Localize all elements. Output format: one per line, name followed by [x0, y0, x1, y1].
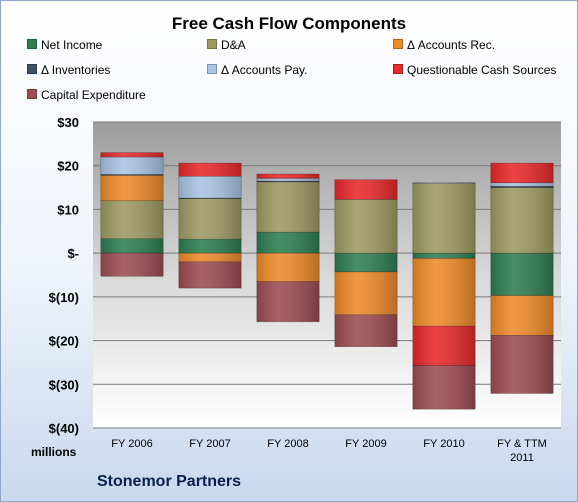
y-tick-label: $(40) [49, 421, 79, 436]
y-tick-label: $30 [57, 115, 79, 130]
legend-swatch [207, 64, 217, 74]
legend-swatch [27, 39, 37, 49]
x-tick-label: FY 2006 [111, 438, 152, 450]
y-tick-label: $(30) [49, 377, 79, 392]
bar-segment-shade [178, 253, 242, 262]
legend-label: Δ Inventories [41, 63, 111, 77]
units-label: millions [31, 445, 77, 459]
bar-segment-shade [256, 181, 320, 182]
y-tick-label: $(20) [49, 334, 79, 349]
bar-segment-shade [490, 186, 554, 188]
legend-item: Δ Inventories [27, 63, 110, 77]
bar-segment-shade [256, 181, 320, 233]
bar-segment-shade [100, 238, 164, 254]
legend-label: Net Income [41, 38, 103, 52]
bar-segment-shade [412, 253, 476, 259]
bar-segment-shade [100, 200, 164, 239]
bar-segment-shade [178, 239, 242, 254]
y-tick-label: $20 [57, 159, 79, 174]
bar-segment-shade [412, 258, 476, 327]
legend-item: Δ Accounts Rec. [393, 38, 495, 52]
bar-segment-shade [490, 335, 554, 394]
bar-segment-shade [412, 326, 476, 366]
x-tick-label: FY 2010 [423, 438, 464, 450]
y-tick-label: $(10) [49, 290, 79, 305]
bar-segment-shade [490, 187, 554, 254]
legend-item: Capital Expenditure [27, 88, 146, 102]
bar-segment-shade [412, 365, 476, 410]
bar-segment-shade [490, 182, 554, 187]
bar-segment-shade [490, 253, 554, 296]
legend-item: Questionable Cash Sources [393, 63, 556, 77]
y-tick-label: $- [67, 246, 79, 261]
legend-label: Δ Accounts Rec. [407, 38, 496, 52]
legend-label: D&A [221, 38, 246, 52]
bar-segment-shade [256, 281, 320, 322]
legend-item: D&A [207, 38, 246, 52]
bar-segment-shade [334, 314, 398, 347]
x-tick-label: FY 2007 [189, 438, 230, 450]
legend-label: Δ Accounts Pay. [221, 63, 308, 77]
bar-segment-shade [100, 156, 164, 175]
bar-segment-shade [178, 261, 242, 289]
legend-item: Net Income [27, 38, 102, 52]
legend-swatch [27, 89, 37, 99]
plot-area [93, 122, 561, 428]
x-tick-label: FY 2008 [267, 438, 308, 450]
bar-segment-shade [100, 253, 164, 277]
legend-swatch [393, 39, 403, 49]
legend-item: Δ Accounts Pay. [207, 63, 308, 77]
bar-segment-shade [334, 253, 398, 272]
bar-segment-shade [334, 271, 398, 315]
x-tick-label: 2011 [510, 452, 534, 464]
y-tick-label: $10 [57, 202, 79, 217]
legend-label: Questionable Cash Sources [407, 63, 557, 77]
bar-segment-shade [178, 198, 242, 199]
bar-segment-shade [490, 295, 554, 336]
x-tick-label: FY & TTM [497, 438, 547, 450]
bar-segment-shade [412, 182, 476, 184]
bar-segment-shade [256, 253, 320, 282]
bar-segment-shade [100, 175, 164, 201]
bar-segment-shade [256, 178, 320, 182]
bar-segment-shade [178, 198, 242, 240]
chart-title: Free Cash Flow Components [171, 14, 407, 33]
bar-segment-shade [100, 152, 164, 157]
bar-segment-shade [178, 176, 242, 199]
bar-segment-shade [256, 174, 320, 179]
bar-segment-shade [412, 183, 476, 254]
bar-segment-shade [100, 174, 164, 176]
bar-segment-shade [490, 163, 554, 183]
bar-segment-shade [178, 163, 242, 177]
x-tick-label: FY 2009 [345, 438, 386, 450]
bar-segment-shade [334, 199, 398, 254]
legend-swatch [393, 64, 403, 74]
legend-label: Capital Expenditure [41, 88, 146, 102]
company-name: Stonemor Partners [97, 473, 242, 490]
legend-swatch [27, 64, 37, 74]
bar-segment-shade [256, 232, 320, 254]
bar-segment-shade [334, 179, 398, 200]
legend-swatch [207, 39, 217, 49]
